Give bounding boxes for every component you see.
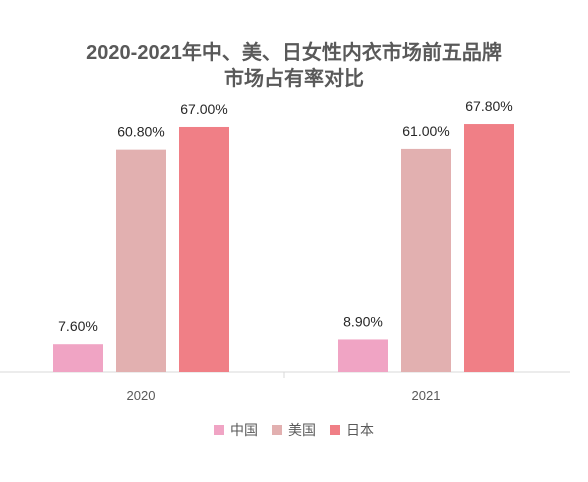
legend-swatch <box>214 425 224 435</box>
chart-title: 2020-2021年中、美、日女性内衣市场前五品牌 市场占有率对比 <box>86 42 502 90</box>
legend-item-1: 美国 <box>272 420 316 440</box>
legend-label: 日本 <box>346 422 374 438</box>
data-label-2021-series-2: 67.80% <box>465 98 512 114</box>
bar-2020-series-0 <box>53 344 103 372</box>
bar-2021-series-2 <box>464 124 514 372</box>
data-label-2020-series-0: 7.60% <box>58 318 98 334</box>
legend-item-0: 中国 <box>214 420 258 440</box>
data-label-2020-series-1: 60.80% <box>117 124 164 140</box>
legend-label: 中国 <box>230 422 258 438</box>
x-tick-label-2021: 2021 <box>412 388 441 403</box>
bar-2020-series-1 <box>116 149 166 372</box>
bar-2020-series-2 <box>179 126 229 372</box>
bar-2021-series-1 <box>401 148 451 372</box>
x-tick-label-2020: 2020 <box>127 388 156 403</box>
data-label-2021-series-0: 8.90% <box>343 313 383 329</box>
data-label-2020-series-2: 67.00% <box>180 101 227 117</box>
legend-item-2: 日本 <box>330 420 374 440</box>
legend: 中国 美国 日本 <box>0 420 588 440</box>
data-label-2021-series-1: 61.00% <box>402 123 449 139</box>
bar-2021-series-0 <box>338 339 388 372</box>
legend-swatch <box>272 425 282 435</box>
legend-swatch <box>330 425 340 435</box>
legend-label: 美国 <box>288 422 316 438</box>
